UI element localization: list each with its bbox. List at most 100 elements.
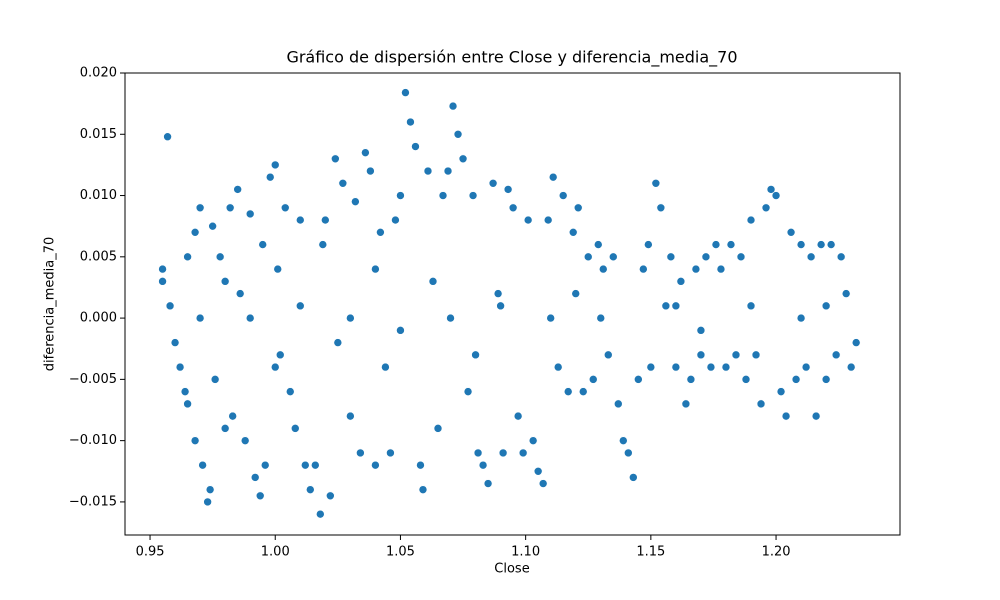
point [816,240,826,249]
point [331,154,340,164]
point [613,399,623,409]
point [458,154,468,164]
point [453,129,463,139]
y-tick-label: −0.005 [69,372,117,387]
point [543,215,553,225]
point [333,338,343,347]
point [180,387,190,396]
y-tick-label: −0.010 [69,433,117,448]
y-axis-label: diferencia_media_70 [43,237,58,372]
point [463,387,473,396]
point [165,301,175,311]
point [771,191,781,200]
point [786,228,796,237]
point [696,326,706,335]
point [240,436,250,445]
point [473,448,483,458]
point [731,350,741,360]
point [624,448,633,458]
point [316,509,325,519]
point [195,313,205,323]
point [791,375,801,384]
point [295,301,305,311]
point [280,203,290,213]
x-tick-label: 0.95 [136,545,165,560]
point [746,215,756,225]
point [646,362,656,372]
point [381,362,390,372]
x-tick-label: 1.05 [386,545,415,560]
point [629,473,638,482]
point [546,313,555,323]
point [468,191,478,200]
point [706,362,716,372]
point [163,132,172,142]
point [568,228,578,237]
point [851,338,861,347]
y-tick-label: −0.015 [69,494,117,509]
point [215,252,225,262]
point [548,172,558,182]
point [290,424,300,433]
point [776,387,786,396]
point [518,448,528,458]
point [396,191,405,200]
point [588,375,598,384]
point [258,240,268,249]
point [208,221,217,231]
point [351,197,360,206]
point [696,350,706,360]
point [596,313,606,323]
point [190,436,200,445]
point [736,252,746,262]
x-tick-label: 1.15 [636,545,665,560]
point [821,301,831,311]
chart-title: Gráfico de dispersión entre Close y dife… [286,48,737,68]
point [598,264,608,274]
y-tick-label: 0.005 [80,249,117,264]
point [666,252,676,262]
point [583,252,593,262]
point [411,142,420,151]
point [701,252,711,262]
x-tick-label: 1.20 [762,545,791,560]
point [346,313,355,323]
point [478,460,488,470]
point [513,411,523,421]
point [371,264,380,274]
point [321,215,330,225]
point [806,252,816,262]
point [195,203,205,213]
point [671,301,681,311]
point [260,460,270,470]
y-tick-label: 0.000 [80,311,117,326]
point [158,264,167,274]
point [766,185,776,194]
point [761,203,771,213]
point [265,172,275,182]
point [681,399,691,409]
point [563,387,573,396]
point [553,362,563,372]
point [346,411,355,421]
point [326,491,335,501]
point [508,203,518,213]
point [210,375,220,384]
point [796,240,806,249]
point [356,448,365,458]
point [651,178,661,188]
point [443,166,453,176]
point [190,228,200,237]
point [203,497,212,507]
point [175,362,185,372]
x-axis-label: Close [494,562,529,577]
point [371,460,380,470]
point [416,460,425,470]
point [245,313,255,323]
point [711,240,721,249]
point [205,485,215,494]
x-tick-label: 1.10 [511,545,540,560]
point [578,387,588,396]
point [295,215,305,225]
